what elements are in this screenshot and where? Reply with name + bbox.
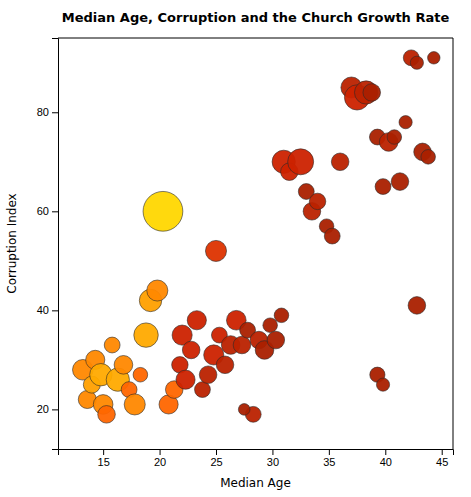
tick-label: 80 xyxy=(37,106,49,118)
tick-label: 60 xyxy=(37,205,49,217)
bubble xyxy=(205,240,226,261)
bubble xyxy=(421,150,436,165)
bubble xyxy=(399,116,412,129)
tick: 15 xyxy=(98,449,110,468)
y-axis: 20 40 60 80 xyxy=(37,39,59,450)
frame xyxy=(453,38,454,449)
bubble xyxy=(233,336,251,354)
tick: 40 xyxy=(37,304,58,316)
tick-label: 20 xyxy=(37,403,49,415)
frame xyxy=(58,38,453,39)
bubble xyxy=(176,370,195,389)
tick-mark xyxy=(442,449,443,455)
bubble xyxy=(376,378,389,391)
bubble xyxy=(410,56,423,69)
tick: 20 xyxy=(154,449,166,468)
tick-label: 30 xyxy=(267,456,279,468)
tick-mark xyxy=(160,449,161,455)
tick-mark xyxy=(385,449,386,455)
axis-line xyxy=(59,450,454,456)
tick-label: 25 xyxy=(210,456,222,468)
bubble xyxy=(387,130,402,145)
tick-mark xyxy=(52,409,58,410)
tick-mark xyxy=(52,112,58,113)
bubble xyxy=(324,228,340,244)
title: Median Age, Corruption and the Church Gr… xyxy=(62,10,450,25)
tick-mark xyxy=(272,449,273,455)
tick-label: 15 xyxy=(98,456,110,468)
tick: 30 xyxy=(267,449,279,468)
bubble xyxy=(195,382,211,398)
x-axis-title: Median Age xyxy=(220,476,291,490)
tick-label: 35 xyxy=(323,456,335,468)
bubbles xyxy=(73,50,440,423)
bubble xyxy=(391,173,409,191)
tick-mark xyxy=(52,211,58,212)
axis-line xyxy=(52,39,59,450)
plot-area: 15 20 25 30 35 40 45 20 40 60 80 xyxy=(37,38,454,468)
bubble xyxy=(124,394,145,415)
bubble xyxy=(408,297,426,315)
tick-mark xyxy=(329,449,330,455)
chart: 15 20 25 30 35 40 45 20 40 60 80 Median Age, Corrup… xyxy=(0,0,471,497)
tick: 25 xyxy=(210,449,222,468)
bubble xyxy=(263,318,278,333)
bubble xyxy=(133,367,148,382)
bubble xyxy=(216,356,234,374)
tick-mark xyxy=(52,310,58,311)
bubble xyxy=(143,191,183,231)
x-axis: 15 20 25 30 35 40 45 xyxy=(59,449,454,468)
bubble xyxy=(98,406,116,424)
bubble xyxy=(331,153,349,171)
bubble xyxy=(134,323,158,347)
tick: 35 xyxy=(323,449,335,468)
tick: 40 xyxy=(380,449,392,468)
tick: 80 xyxy=(37,106,58,118)
bubble xyxy=(288,149,314,175)
tick-mark xyxy=(103,449,104,455)
tick-label: 40 xyxy=(37,304,49,316)
bubble xyxy=(182,341,200,359)
tick-label: 20 xyxy=(154,456,166,468)
bubble xyxy=(187,311,206,330)
y-axis-title: Corruption Index xyxy=(5,193,19,293)
bubble xyxy=(147,280,168,301)
bubble xyxy=(238,404,250,416)
tick-mark xyxy=(216,449,217,455)
bubble xyxy=(274,308,289,323)
tick: 20 xyxy=(37,403,58,415)
bubble xyxy=(309,193,325,209)
bubble xyxy=(428,52,440,64)
bubble xyxy=(199,366,217,384)
tick-label: 40 xyxy=(380,456,392,468)
bubble xyxy=(363,84,381,102)
tick: 45 xyxy=(436,449,448,468)
bubble xyxy=(267,331,285,349)
bubble xyxy=(114,356,133,375)
bubble xyxy=(104,337,120,353)
tick-label: 45 xyxy=(436,456,448,468)
bubble xyxy=(375,179,391,195)
tick: 60 xyxy=(37,205,58,217)
